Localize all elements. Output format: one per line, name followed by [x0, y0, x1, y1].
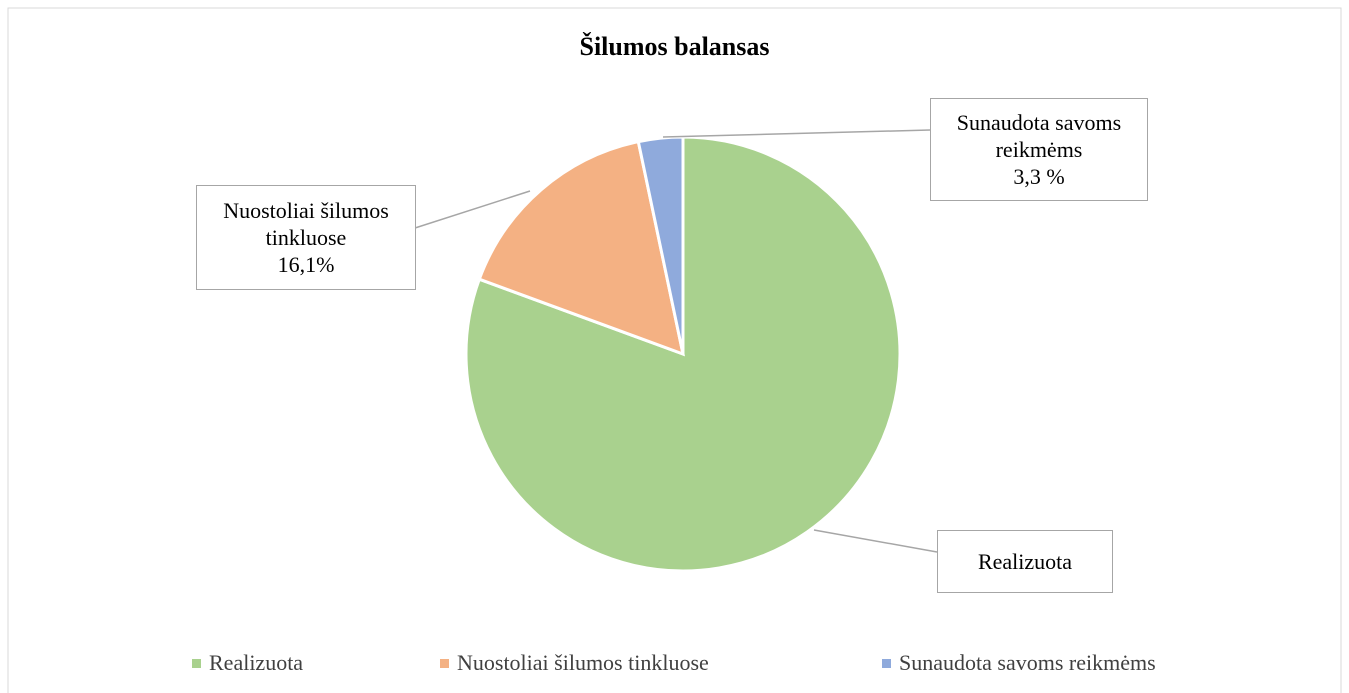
legend-label: Sunaudota savoms reikmėms: [899, 650, 1156, 675]
data-label: Sunaudota savoms reikmėms 3,3 %: [930, 98, 1148, 201]
data-label-name: Nuostoliai šilumos tinkluose: [223, 198, 389, 250]
chart-title: Šilumos balansas: [579, 32, 770, 61]
data-label: Nuostoliai šilumos tinkluose 16,1%: [196, 185, 416, 290]
leader-line: [813, 529, 938, 553]
leader-line: [414, 190, 531, 229]
legend-swatch: [882, 658, 891, 668]
legend-label: Nuostoliai šilumos tinkluose: [457, 650, 709, 675]
leader-line: [662, 129, 931, 138]
data-label: Realizuota: [937, 530, 1113, 593]
chart-border: [7, 7, 1342, 693]
data-label-value: 16,1%: [277, 252, 335, 277]
legend-item: Nuostoliai šilumos tinkluose: [440, 650, 709, 676]
pie-slice: [477, 139, 686, 357]
legend-label: Realizuota: [209, 650, 304, 675]
data-label-name: Sunaudota savoms reikmėms: [956, 110, 1122, 162]
legend-swatch: [192, 658, 201, 668]
legend-swatch: [440, 658, 449, 668]
legend-item: Sunaudota savoms reikmėms: [882, 650, 1156, 676]
data-label-value: 3,3 %: [1013, 164, 1065, 189]
data-label-name: Realizuota: [977, 549, 1073, 574]
legend-item: Realizuota: [192, 650, 303, 676]
